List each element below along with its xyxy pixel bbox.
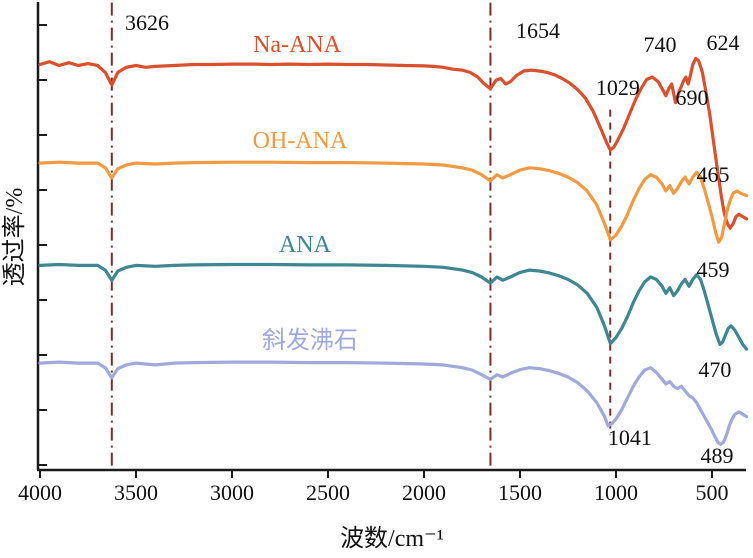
peak-annotation-690: 690 <box>676 85 709 110</box>
x-tick-label: 1500 <box>498 480 542 505</box>
spectrum-line-OH-ANA <box>38 160 749 244</box>
peak-annotation-470: 470 <box>698 357 731 382</box>
series-label-斜发沸石: 斜发沸石 <box>262 327 358 354</box>
spectrum-line-斜发沸石 <box>38 360 749 446</box>
x-tick-label: 4000 <box>18 480 62 505</box>
peak-annotation-1041: 1041 <box>608 425 652 450</box>
x-tick-label: 2000 <box>402 480 446 505</box>
spectrum-line-ANA <box>38 262 749 351</box>
series-label-ANA: ANA <box>279 232 332 258</box>
peak-annotation-624: 624 <box>706 30 739 55</box>
peak-annotation-465: 465 <box>696 162 729 187</box>
peak-annotation-740: 740 <box>643 32 676 57</box>
x-tick-label: 3500 <box>114 480 158 505</box>
series-label-OH-ANA: OH-ANA <box>253 128 348 154</box>
x-tick-label: 1000 <box>594 480 638 505</box>
x-tick-label: 2500 <box>306 480 350 505</box>
series-label-Na-ANA: Na-ANA <box>253 32 342 58</box>
peak-annotation-1654: 1654 <box>516 18 560 43</box>
x-axis-title: 波数/cm⁻¹ <box>340 525 444 552</box>
x-tick-label: 3000 <box>210 480 254 505</box>
labels-layer: 4000 3500 3000 2500 2000 1500 1000 500 Na-ANA OH-… <box>18 10 739 505</box>
x-tick-label: 500 <box>696 480 729 505</box>
axes-layer <box>36 2 746 478</box>
spectrum-line-Na-ANA <box>38 56 749 230</box>
reference-lines-layer <box>110 2 612 470</box>
peak-annotation-489: 489 <box>700 443 733 468</box>
peak-annotation-459: 459 <box>696 257 729 282</box>
y-axis-title: 透过率/% <box>1 188 28 287</box>
series-layer <box>38 56 749 446</box>
peak-annotation-3626: 3626 <box>125 10 169 35</box>
peak-annotation-1029: 1029 <box>596 75 640 100</box>
